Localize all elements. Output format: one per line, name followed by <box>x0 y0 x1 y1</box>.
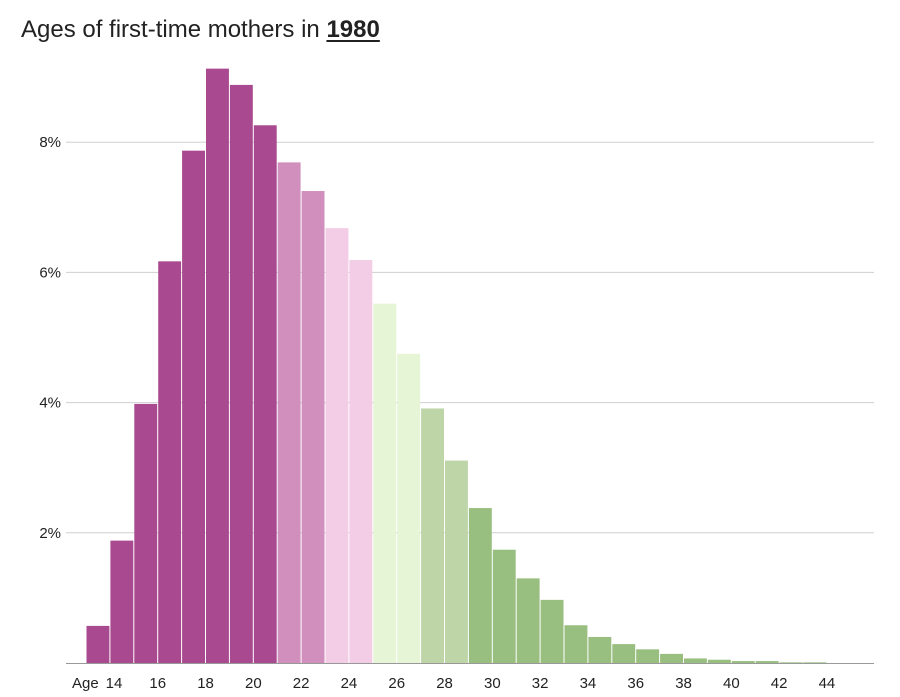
x-tick-label: 26 <box>388 675 405 692</box>
bar-age-27[interactable] <box>397 353 421 663</box>
bar-age-15[interactable] <box>110 540 134 663</box>
bar-age-25[interactable] <box>349 260 373 663</box>
bar-age-18[interactable] <box>182 150 205 664</box>
bar-age-29[interactable] <box>445 460 468 663</box>
x-tick-label: 18 <box>197 675 214 692</box>
y-tick-label: 2% <box>39 525 61 542</box>
bar-age-28[interactable] <box>421 408 444 663</box>
bar-age-37[interactable] <box>636 649 660 663</box>
x-tick-label: 44 <box>819 675 836 692</box>
x-tick-label: 34 <box>580 675 597 692</box>
bar-age-30[interactable] <box>468 508 492 663</box>
bar-age-20[interactable] <box>229 84 253 664</box>
x-tick-label: 40 <box>723 675 740 692</box>
bar-age-32[interactable] <box>516 578 540 663</box>
bar-age-21[interactable] <box>253 125 277 664</box>
bar-age-41[interactable] <box>731 661 755 663</box>
bar-age-24[interactable] <box>325 228 349 663</box>
bars <box>86 68 827 664</box>
y-axis-ticks: 2% 4% 6% 8% <box>39 134 61 542</box>
chart-title: Ages of first-time mothers in 1980 <box>21 16 380 44</box>
bar-age-42[interactable] <box>755 661 779 663</box>
bar-age-22[interactable] <box>277 162 301 664</box>
bar-age-14[interactable] <box>86 625 110 663</box>
x-tick-label: 38 <box>675 675 692 692</box>
x-tick-label: 42 <box>771 675 788 692</box>
bar-age-19[interactable] <box>206 68 229 663</box>
x-tick-label: 24 <box>341 675 358 692</box>
chart-title-prefix: Ages of first-time mothers in <box>21 16 320 43</box>
y-tick-label: 4% <box>39 395 61 412</box>
bar-age-44[interactable] <box>803 662 827 663</box>
bar-age-33[interactable] <box>540 599 564 663</box>
bar-age-26[interactable] <box>373 303 397 663</box>
x-tick-label: 22 <box>293 675 310 692</box>
x-tick-label: 14 <box>106 675 123 692</box>
bar-age-34[interactable] <box>564 625 588 663</box>
x-tick-label: 30 <box>484 675 501 692</box>
x-tick-label: 20 <box>245 675 262 692</box>
bar-age-40[interactable] <box>707 659 731 663</box>
x-axis-prefix: Age <box>72 675 99 692</box>
x-tick-label: 16 <box>149 675 166 692</box>
year-selector[interactable]: 1980 <box>326 16 380 43</box>
bar-age-36[interactable] <box>612 644 636 663</box>
y-tick-label: 6% <box>39 264 61 281</box>
bar-age-35[interactable] <box>588 636 612 663</box>
x-tick-label: 32 <box>532 675 549 692</box>
bar-age-16[interactable] <box>134 403 158 663</box>
x-tick-label: 28 <box>436 675 453 692</box>
bar-age-38[interactable] <box>660 653 683 663</box>
x-axis-ticks: Age 14 16 18 20 22 24 26 28 30 32 34 36 38 40 42 44 <box>72 675 835 692</box>
bar-age-39[interactable] <box>684 658 707 663</box>
bar-age-43[interactable] <box>779 662 803 663</box>
bar-age-31[interactable] <box>492 549 516 663</box>
x-tick-label: 36 <box>627 675 644 692</box>
bar-age-17[interactable] <box>158 261 182 663</box>
y-tick-label: 8% <box>39 134 61 151</box>
bar-age-23[interactable] <box>301 191 325 663</box>
